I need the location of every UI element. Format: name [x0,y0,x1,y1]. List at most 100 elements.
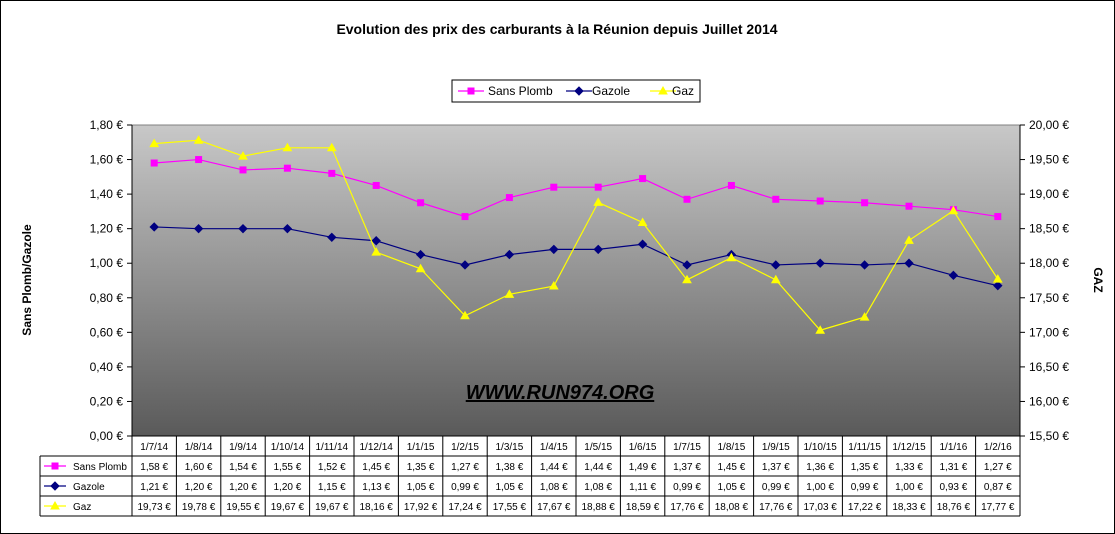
data-point-1-18 [948,270,959,281]
data-point-0-3 [283,164,291,172]
plot-area [131,124,1021,437]
legend-label-2: Gaz [672,84,694,98]
table-cell-0-2: 1,54 € [229,462,257,473]
data-point-1-8 [504,249,515,260]
table-cell-1-12: 0,99 € [673,482,701,493]
legend-label-1: Gazole [592,84,630,98]
category-label-6: 1/1/15 [407,442,435,453]
left-tick-label-9: 1,80 € [90,118,124,132]
category-label-11: 1/6/15 [629,442,657,453]
legend-marker-1 [574,86,584,96]
left-tick-label-0: 0,00 € [90,429,124,443]
table-cell-0-15: 1,36 € [806,462,834,473]
table-cell-0-11: 1,49 € [629,462,657,473]
data-point-1-1 [193,223,204,234]
data-point-2-10 [593,197,604,206]
right-tick-label-1: 16,00 € [1029,394,1069,408]
category-label-10: 1/5/15 [584,442,612,453]
category-label-14: 1/9/15 [762,442,790,453]
data-point-1-3 [282,223,293,234]
data-point-0-15 [816,197,824,205]
chart-title: Evolution des prix des carburants à la R… [336,21,777,37]
table-cell-2-19: 17,77 € [981,502,1015,513]
table-cell-0-4: 1,52 € [318,462,346,473]
data-point-1-19 [993,280,1003,291]
table-cell-1-1: 1,20 € [185,482,213,493]
category-label-18: 1/1/16 [939,442,967,453]
data-point-0-16 [861,199,869,207]
data-point-1-14 [771,260,781,270]
data-point-0-8 [505,194,513,202]
category-label-9: 1/4/15 [540,442,568,453]
table-cell-0-5: 1,45 € [362,462,390,473]
data-point-1-6 [415,249,426,260]
table-cell-1-18: 0,93 € [939,482,967,493]
table-legend-marker-2 [50,500,60,510]
table-cell-1-11: 1,11 € [629,482,656,493]
category-label-3: 1/10/14 [271,442,305,453]
data-point-2-7 [460,310,470,320]
data-point-1-0 [149,222,159,232]
data-point-2-14 [770,274,781,284]
data-point-2-9 [548,281,559,290]
category-label-13: 1/8/15 [717,442,745,453]
right-axis-title: GAZ [1091,267,1105,292]
data-table: 1/7/14 1/8/14 1/9/14 1/10/14 1/11/14 1/12/14 1… [39,435,1021,517]
data-point-0-5 [372,181,380,189]
data-point-1-15 [815,258,825,268]
data-point-2-8 [504,289,515,298]
table-cell-1-9: 1,08 € [540,482,568,493]
data-point-1-16 [859,260,870,270]
data-point-2-15 [815,325,826,334]
table-series-name-0: Sans Plomb [73,462,127,473]
table-cell-1-15: 1,00 € [806,482,834,493]
data-point-2-1 [193,135,204,144]
table-cell-1-0: 1,21 € [140,482,168,493]
table-cell-2-16: 17,22 € [848,502,882,513]
table-cell-2-10: 18,88 € [582,502,616,513]
table-cell-0-7: 1,27 € [451,462,479,473]
left-tick-label-4: 0,80 € [90,291,124,305]
table-cell-0-10: 1,44 € [584,462,612,473]
data-point-1-17 [904,258,914,268]
table-cell-1-4: 1,15 € [318,482,346,493]
data-point-0-7 [461,213,469,221]
table-cell-2-9: 17,67 € [537,502,571,513]
right-tick-label-4: 17,50 € [1029,291,1069,305]
table-cell-1-19: 0,87 € [984,482,1012,493]
category-label-7: 1/2/15 [451,442,479,453]
data-point-0-4 [328,169,336,177]
right-tick-label-7: 19,00 € [1029,187,1069,201]
right-tick-label-9: 20,00 € [1029,118,1069,132]
data-point-2-2 [238,151,248,160]
data-point-2-5 [371,247,382,256]
data-point-1-11 [637,239,648,249]
table-cell-1-7: 0,99 € [451,482,479,493]
table-cell-0-8: 1,38 € [495,462,523,473]
table-cell-2-11: 18,59 € [626,502,660,513]
right-tick-label-8: 19,50 € [1029,153,1069,167]
legend-label-0: Sans Plomb [488,84,553,98]
data-point-0-19 [994,213,1002,221]
data-point-1-10 [593,244,603,255]
legend: Sans Plomb Gazole Gaz [451,79,701,103]
right-tick-label-3: 17,00 € [1029,325,1069,339]
left-tick-label-6: 1,20 € [90,222,124,236]
data-point-2-6 [415,263,426,273]
table-cell-2-4: 19,67 € [315,502,349,513]
data-point-2-11 [637,217,648,226]
data-point-1-2 [238,223,248,234]
category-label-0: 1/7/14 [140,442,168,453]
data-point-0-14 [772,195,780,203]
category-label-1: 1/8/14 [185,442,213,453]
data-point-1-7 [460,260,470,270]
data-point-2-17 [904,235,914,244]
table-cell-2-17: 18,33 € [892,502,926,513]
data-point-2-0 [149,138,160,148]
series-line-2 [154,139,999,331]
table-legend-marker-0 [51,462,59,470]
data-point-1-4 [327,232,337,243]
left-tick-label-3: 0,60 € [90,325,124,339]
table-cell-0-0: 1,58 € [140,462,168,473]
table-cell-2-5: 18,16 € [360,502,394,513]
